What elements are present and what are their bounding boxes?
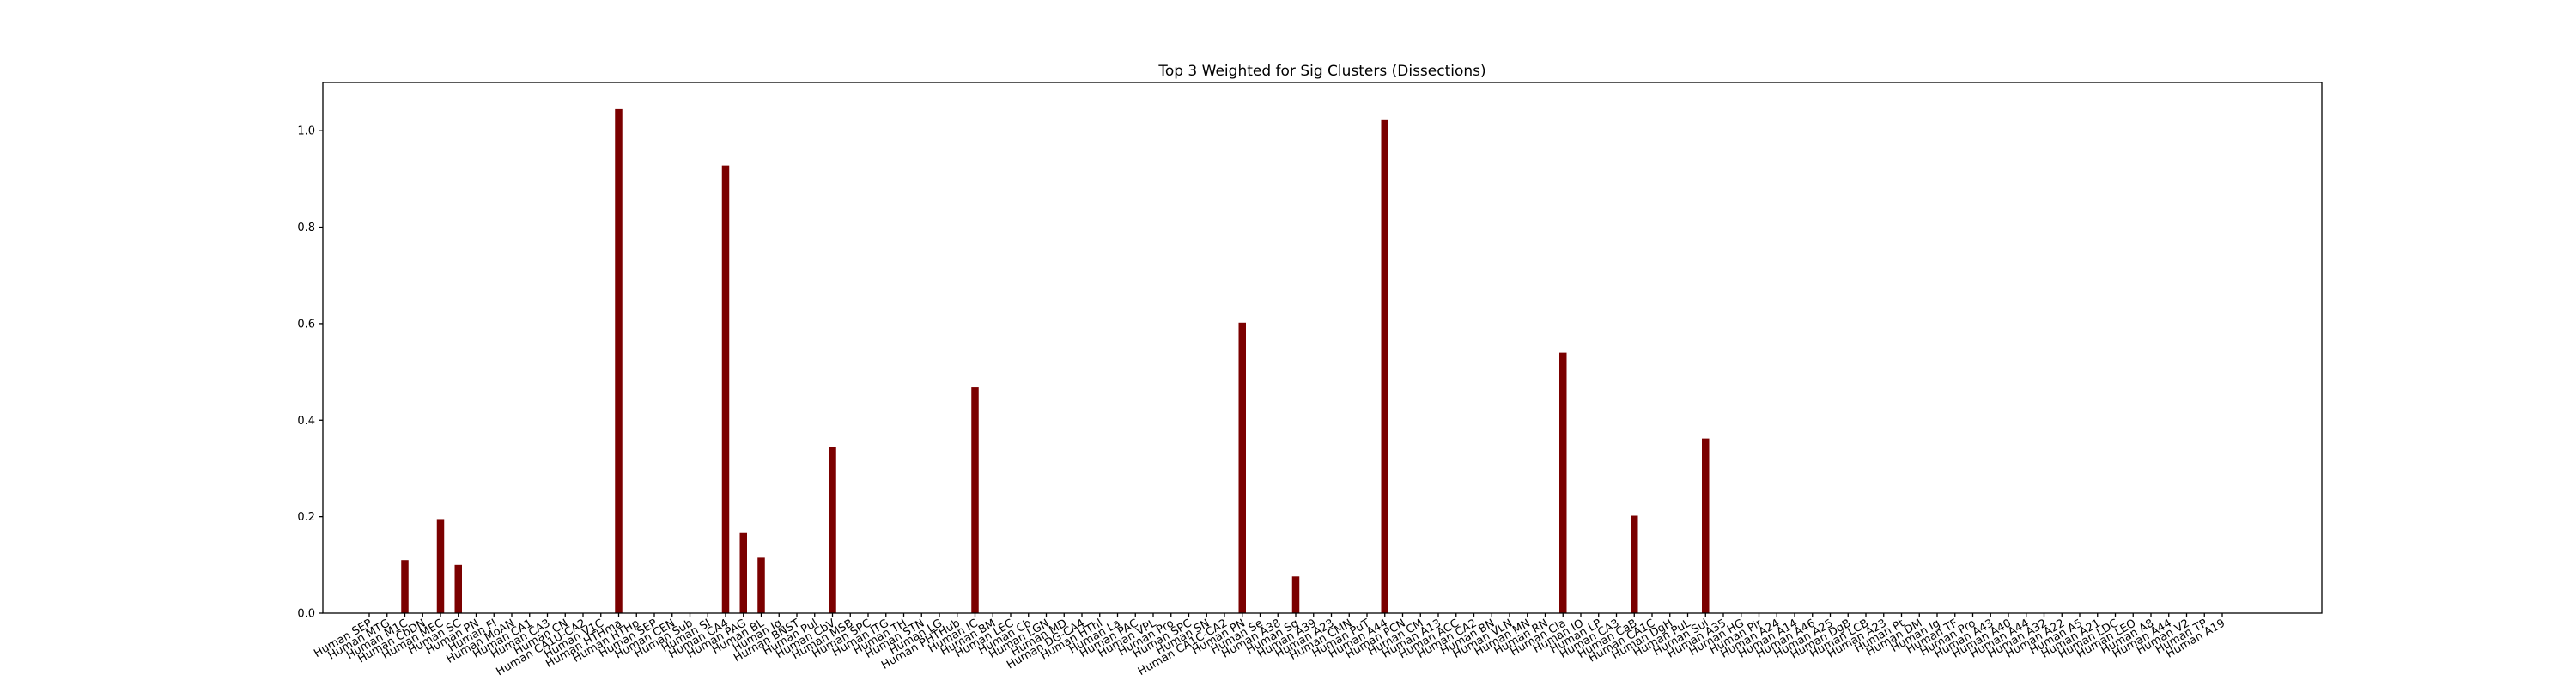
bar [829,447,836,613]
bar [757,557,765,613]
bar [1291,576,1300,613]
bars-group [401,108,1710,613]
bar [1559,352,1567,613]
y-tick-label: 0.0 [297,608,315,621]
bar [436,519,445,613]
y-tick-label: 0.6 [297,318,315,331]
bar [721,165,730,613]
y-tick-label: 0.2 [297,511,315,524]
bar [401,560,409,613]
bar [739,532,747,613]
y-tick-label: 0.4 [297,415,315,428]
y-axis: 0.0 0.2 0.4 0.6 0.8 1.0 [297,125,323,621]
y-tick-label: 0.8 [297,222,315,234]
bar [615,108,623,613]
plot-frame [322,82,2323,614]
y-tick-label: 1.0 [297,125,315,138]
bar [454,564,462,613]
bar [1631,515,1638,613]
bar [1381,119,1388,613]
chart-title: Top 3 Weighted for Sig Clusters (Dissect… [1157,63,1485,80]
bar [971,387,979,613]
bar [1702,438,1710,613]
bar [1238,322,1246,613]
